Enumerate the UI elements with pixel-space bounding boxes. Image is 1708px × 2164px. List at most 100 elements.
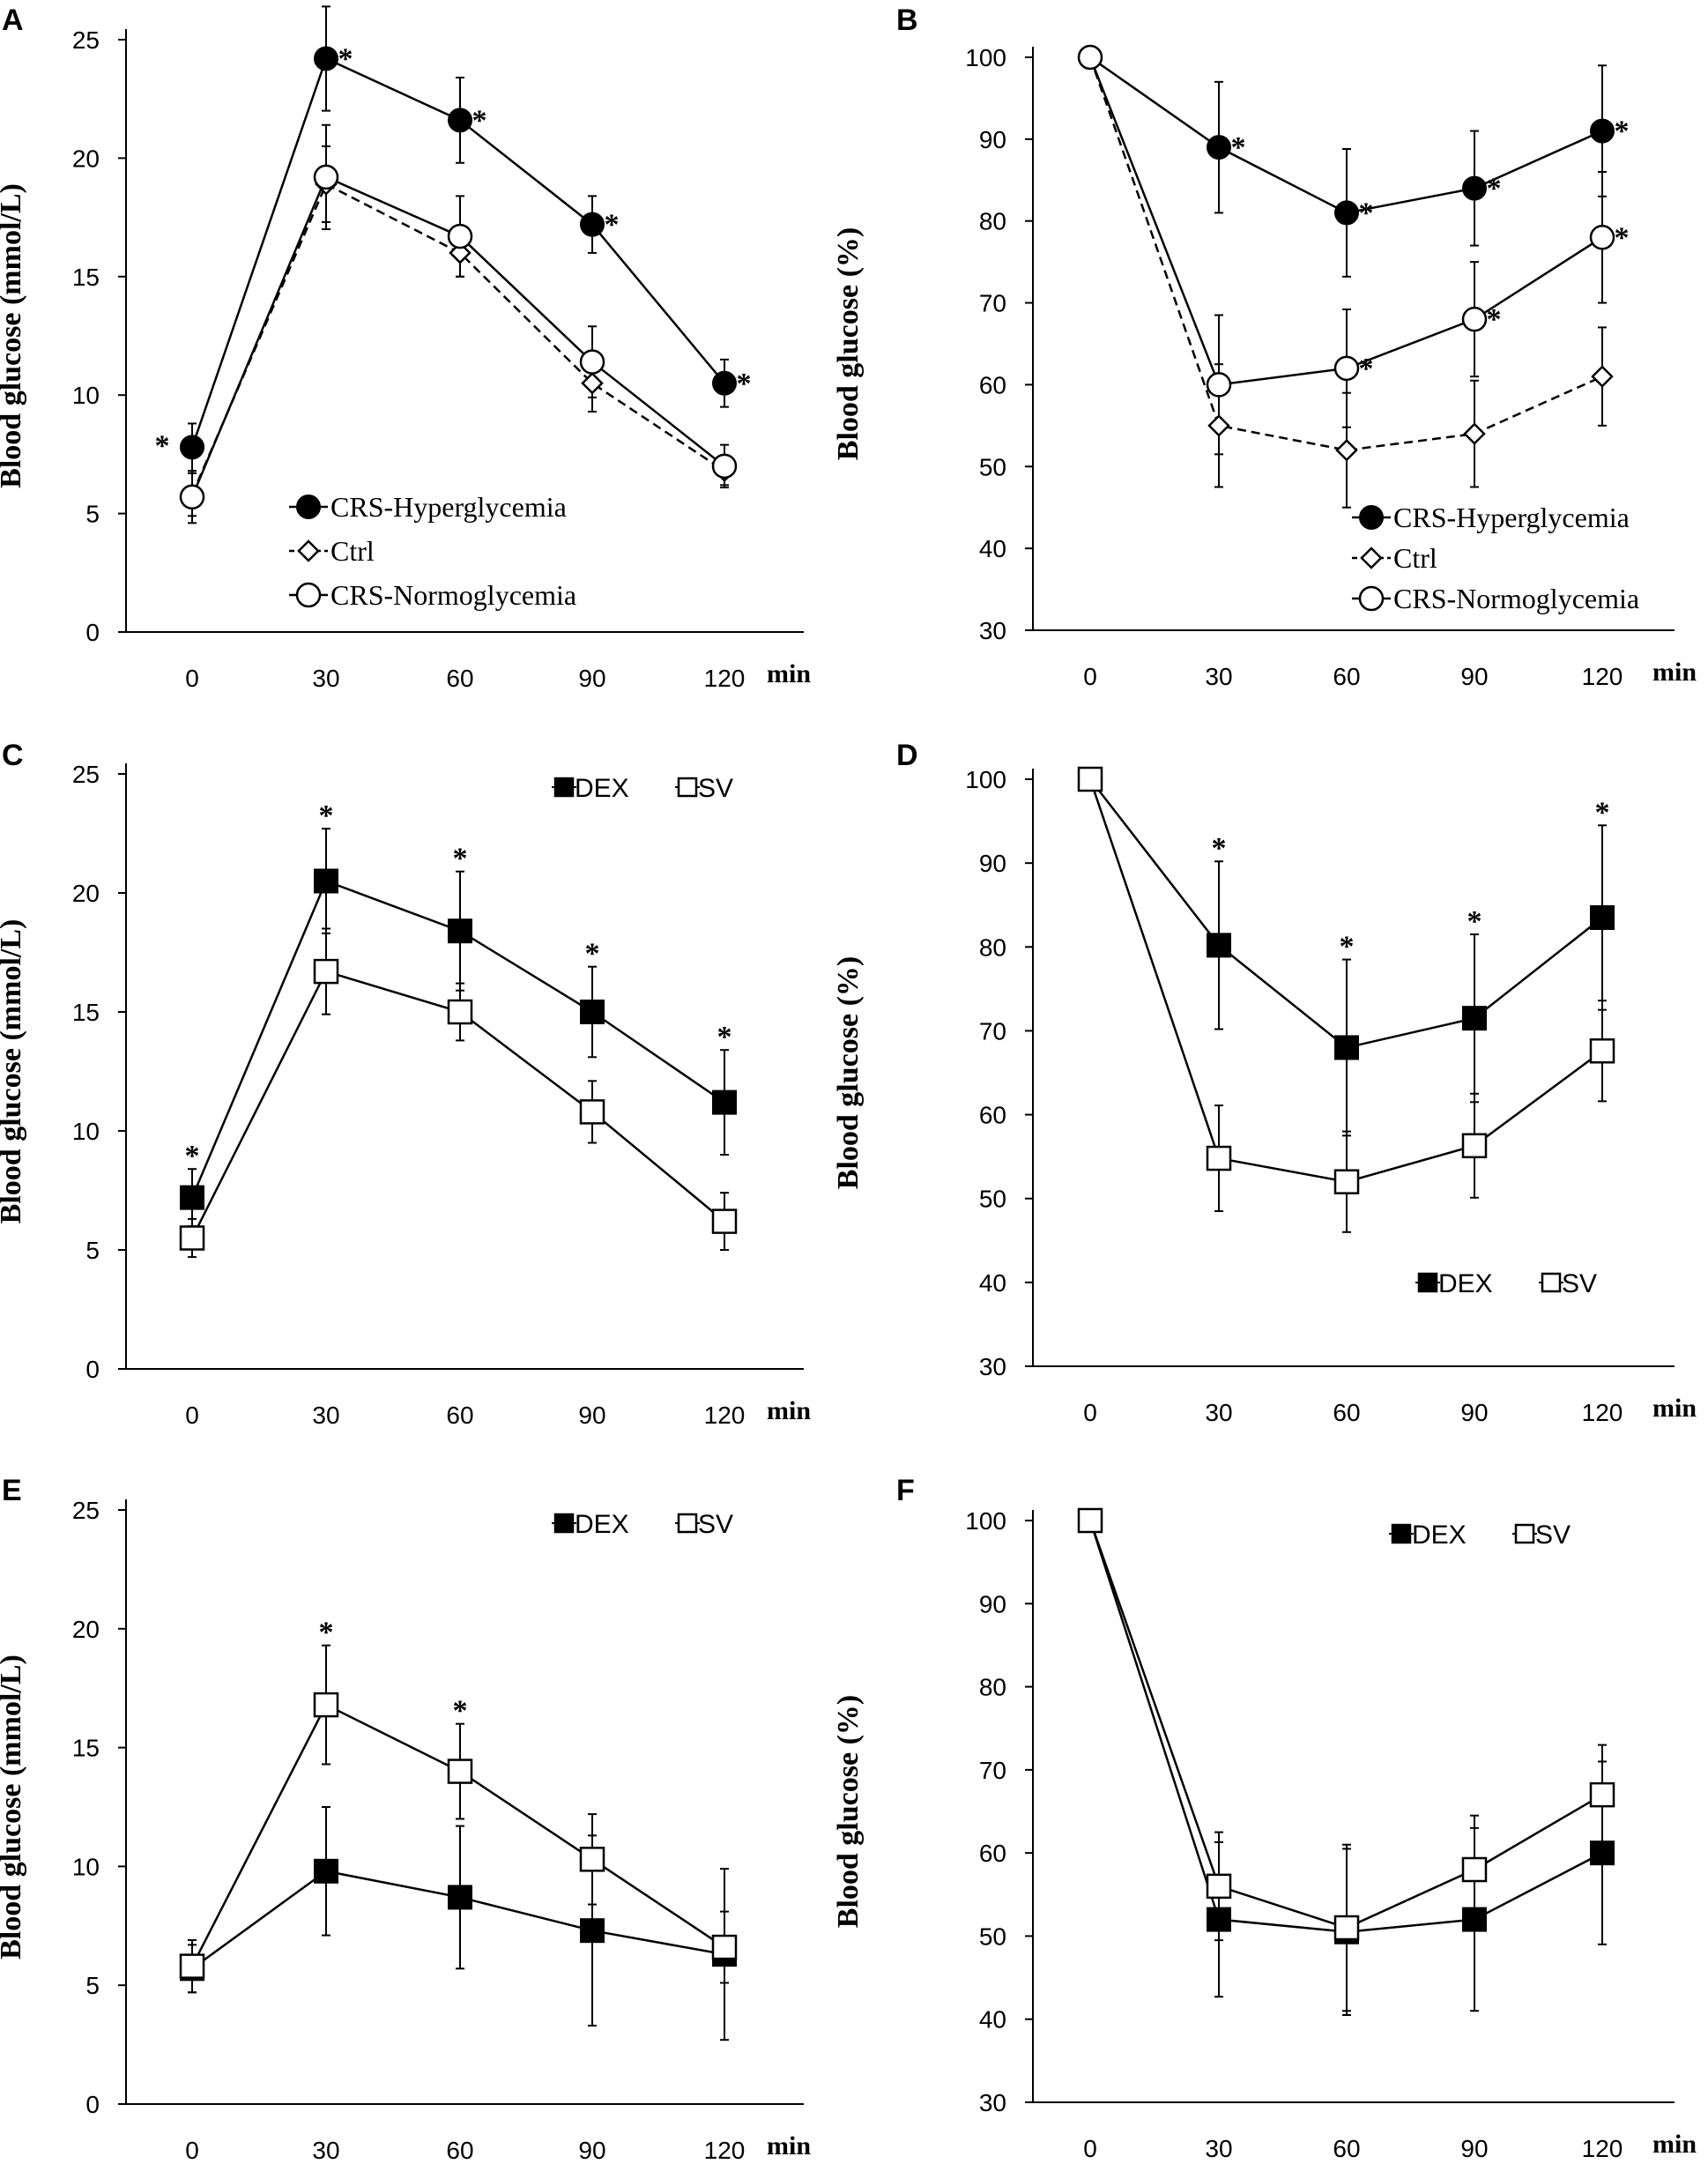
data-point <box>180 1185 204 1210</box>
legend: DEX SV <box>552 1510 733 1539</box>
y-tick-label: 25 <box>72 26 100 54</box>
legend-marker <box>1514 1523 1535 1544</box>
x-tick-label: 90 <box>1460 663 1488 690</box>
x-tick-label: 60 <box>1333 1399 1360 1426</box>
data-point <box>1589 225 1615 250</box>
legend-marker <box>1391 1523 1412 1544</box>
x-tick-label: 0 <box>1083 1399 1097 1426</box>
y-tick-label: 70 <box>979 1017 1006 1045</box>
data-point <box>313 1692 339 1718</box>
series-line <box>190 1703 725 1967</box>
markers-sv <box>179 958 738 1251</box>
data-point <box>1077 44 1103 71</box>
data-point <box>1333 1169 1360 1194</box>
data-point <box>179 1225 205 1251</box>
legend-item: DEX <box>552 1510 629 1539</box>
significance-star: * <box>1615 115 1630 148</box>
data-point <box>180 435 204 460</box>
significance-star: * <box>338 43 353 76</box>
significance-star: * <box>453 843 468 875</box>
data-point <box>711 1208 738 1234</box>
data-point <box>1589 1781 1615 1808</box>
markers-sv <box>179 1692 738 1979</box>
y-tick-label: 80 <box>979 1674 1006 1701</box>
panel-letter: F <box>896 1474 915 1507</box>
legend-item: SV <box>1512 1521 1571 1550</box>
data-point <box>1333 1915 1360 1941</box>
y-tick-label: 90 <box>979 850 1006 877</box>
legend-item: DEX <box>1389 1521 1467 1550</box>
data-point <box>1462 1907 1487 1932</box>
significance-star: * <box>319 799 334 832</box>
legend: DEX SV <box>1389 1521 1571 1550</box>
significance-star: * <box>1487 303 1502 336</box>
x-tick-label: 90 <box>578 665 605 692</box>
y-tick-label: 60 <box>979 1102 1006 1129</box>
y-tick-label: 60 <box>979 1840 1006 1867</box>
legend-marker <box>677 777 698 798</box>
legend-label: SV <box>698 1510 733 1539</box>
significance-star: * <box>717 1021 732 1053</box>
data-point <box>1461 1133 1488 1159</box>
x-unit-label: min <box>767 659 811 688</box>
y-axis-label: Blood glucose (%) <box>832 956 865 1189</box>
data-point <box>448 918 472 944</box>
y-tick-label: 15 <box>72 1735 100 1762</box>
x-tick-label: 60 <box>446 665 473 692</box>
significance-star: * <box>737 368 752 400</box>
y-tick-label: 40 <box>979 2006 1006 2034</box>
y-tick-label: 100 <box>965 1507 1006 1535</box>
markers-ctrl <box>1079 46 1614 462</box>
legend-label: Ctrl <box>1393 542 1437 574</box>
y-tick-label: 25 <box>72 761 100 788</box>
y-tick-label: 15 <box>72 999 100 1026</box>
legend-marker <box>1541 1272 1562 1293</box>
y-tick-label: 20 <box>72 1616 100 1643</box>
x-unit-label: min <box>767 1396 811 1425</box>
x-tick-label: 90 <box>1460 1399 1488 1426</box>
x-tick-label: 120 <box>704 1402 746 1429</box>
x-unit-label: min <box>1652 2130 1697 2159</box>
data-point <box>579 1099 605 1125</box>
data-point <box>314 868 338 894</box>
significance-star: * <box>472 104 487 137</box>
data-point <box>313 164 339 190</box>
y-tick-label: 5 <box>85 1972 100 1999</box>
panel-e: E 0 5 10 15 20 25 0 30 60 90 120 min Blood glucose (m… <box>0 1474 811 2164</box>
y-tick-label: 40 <box>979 535 1006 562</box>
y-tick-label: 10 <box>72 382 100 409</box>
data-point <box>1462 1006 1487 1031</box>
y-axis-label: Blood glucose (%) <box>832 227 865 460</box>
x-tick-label: 30 <box>312 2137 339 2164</box>
legend-label: DEX <box>575 1510 629 1539</box>
series-dex <box>188 1806 729 2041</box>
y-tick-label: 100 <box>965 766 1006 793</box>
legend-label: DEX <box>1412 1521 1467 1550</box>
legend-marker <box>297 539 320 562</box>
legend-label: CRS-Hyperglycemia <box>1393 502 1630 533</box>
data-point <box>179 484 205 510</box>
legend-marker <box>1417 1272 1438 1293</box>
series-sv <box>1088 778 1607 1233</box>
legend-label: SV <box>698 774 733 803</box>
legend-item: CRS-Hyperglycemia <box>289 491 567 523</box>
legend-item: SV <box>1539 1269 1597 1298</box>
series-ctrl <box>1088 56 1607 509</box>
data-point <box>1590 118 1615 144</box>
x-tick-label: 60 <box>1333 663 1360 690</box>
panel-letter: D <box>896 739 918 772</box>
y-tick-label: 10 <box>72 1853 100 1880</box>
significance-star: * <box>1595 796 1610 829</box>
data-point <box>1077 766 1103 792</box>
x-tick-label: 0 <box>1083 2135 1097 2162</box>
x-tick-label: 30 <box>1205 663 1232 690</box>
x-tick-label: 90 <box>1460 2135 1488 2162</box>
y-tick-label: 50 <box>979 1186 1006 1213</box>
data-point <box>1335 438 1358 462</box>
legend-label: DEX <box>575 774 629 803</box>
legend-item: CRS-Hyperglycemia <box>1352 502 1630 533</box>
y-axis-label: Blood glucose (%) <box>832 1695 865 1928</box>
x-tick-label: 30 <box>312 665 339 692</box>
y-tick-label: 50 <box>979 1922 1006 1950</box>
data-point <box>1590 904 1615 930</box>
